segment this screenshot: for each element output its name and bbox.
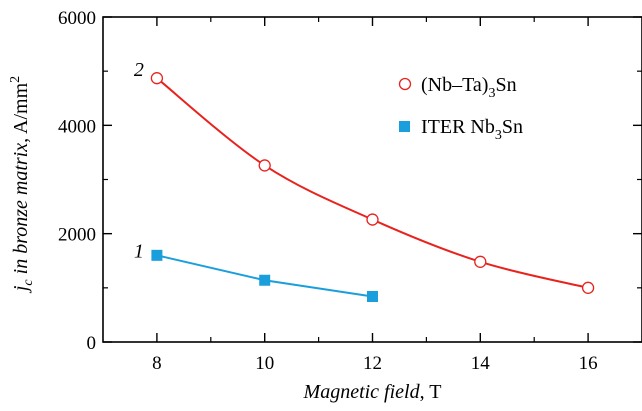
y-tick-label: 0 <box>87 333 97 354</box>
data-point-filled-square <box>259 274 271 286</box>
legend-label-iter-part3: Sn <box>502 116 523 138</box>
x-axis-label-main: Magnetic field <box>303 381 421 403</box>
x-tick-label: 12 <box>363 353 382 374</box>
x-axis-label: Magnetic field, T <box>303 381 442 403</box>
data-point-filled-square <box>151 249 163 261</box>
y-axis-label: jc in bronze matrix, A/mm2 <box>8 76 36 294</box>
y-axis-label-sub: c <box>21 279 36 286</box>
data-point-open-circle <box>581 281 595 294</box>
x-tick-label: 10 <box>255 353 274 374</box>
data-point-open-circle <box>474 255 487 268</box>
curve-annotation-1: 1 <box>134 240 144 262</box>
y-axis-label-main: in bronze matrix <box>10 143 32 280</box>
legend-label-iter-part1: ITER Nb <box>421 116 495 138</box>
y-tick-label: 4000 <box>58 116 96 137</box>
legend-label-nb-ta-part1: (Nb–Ta) <box>421 74 488 96</box>
x-tick-label: 8 <box>152 353 162 374</box>
legend-label-nb-ta-part3: Sn <box>495 74 516 96</box>
legend-marker-open-circle <box>398 77 412 91</box>
data-point-open-circle <box>258 159 271 172</box>
series-line-0 <box>156 77 589 289</box>
y-axis-label-sup: 2 <box>8 76 23 83</box>
curve-annotation-2: 2 <box>134 59 144 81</box>
legend-label-iter: ITER Nb3Sn <box>421 116 523 143</box>
legend: (Nb–Ta)3Sn ITER Nb3Sn <box>398 74 523 143</box>
x-axis-label-unit: , T <box>420 381 442 403</box>
x-tick-label: 14 <box>471 353 491 374</box>
data-point-open-circle <box>150 72 164 85</box>
legend-label-iter-sub: 3 <box>495 128 502 143</box>
data-point-open-circle <box>366 213 379 226</box>
legend-label-nb-ta: (Nb–Ta)3Sn <box>421 74 517 101</box>
legend-label-nb-ta-sub: 3 <box>488 86 495 101</box>
x-tick-label: 16 <box>579 353 598 374</box>
series-layer: 21 <box>134 59 595 302</box>
y-axis-label-j: j <box>10 285 32 294</box>
data-point-filled-square <box>367 291 378 302</box>
legend-marker-filled-square <box>399 121 410 132</box>
plot-frame <box>102 16 642 343</box>
y-tick-label: 2000 <box>58 225 96 246</box>
y-tick-label: 6000 <box>58 8 96 29</box>
y-axis-label-unit: , A/mm <box>10 82 32 142</box>
